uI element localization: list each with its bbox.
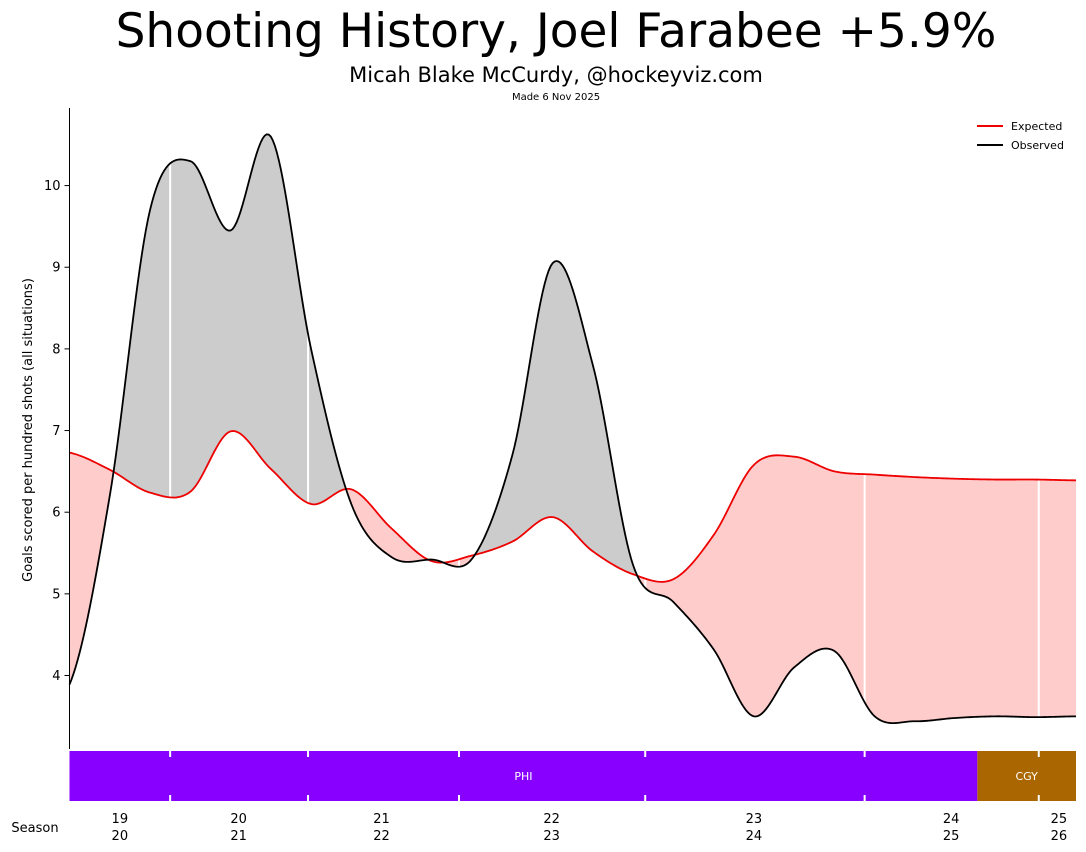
season-tick-top-3: 22 [543, 812, 560, 827]
y-tick-label-8: 8 [52, 342, 60, 357]
y-tick-label-6: 6 [52, 506, 60, 521]
y-tick-label-10: 10 [44, 179, 61, 194]
season-tick-bottom-3: 23 [543, 829, 560, 844]
fill-layer [69, 134, 1076, 724]
y-tick-label-7: 7 [52, 424, 60, 439]
season-tick-top-4: 23 [746, 812, 763, 827]
season-tick-top-2: 21 [373, 812, 390, 827]
expected-line [69, 430, 1077, 583]
series-lines [68, 133, 1077, 725]
season-tick-bottom-5: 25 [943, 829, 960, 844]
team-label-phi: PHI [514, 770, 532, 783]
y-tick-label-9: 9 [52, 261, 60, 276]
season-tick-top-6: 25 [1051, 812, 1068, 827]
y-tick-label-4: 4 [52, 669, 60, 684]
season-tick-top-5: 24 [943, 812, 960, 827]
observed-line [68, 133, 1077, 725]
season-tick-top-0: 19 [112, 812, 129, 827]
legend-observed-label: Observed [1011, 139, 1064, 152]
season-tick-bottom-1: 21 [230, 829, 247, 844]
season-axis: 19 20 20 21 21 22 22 23 23 24 24 25 25 26 [112, 812, 1068, 844]
made-date: Made 6 Nov 2025 [511, 92, 601, 103]
above-expected-fill-5 [474, 261, 638, 576]
season-tick-bottom-4: 24 [746, 829, 763, 844]
legend: Expected Observed [977, 120, 1064, 152]
season-dividers [169, 163, 1040, 718]
below-expected-fill-0 [69, 452, 114, 685]
season-tick-bottom-2: 22 [373, 829, 390, 844]
y-tick-label-5: 5 [52, 587, 60, 602]
above-expected-fill-1 [113, 134, 346, 505]
season-axis-label: Season [11, 821, 58, 836]
season-tick-bottom-6: 26 [1051, 829, 1068, 844]
below-expected-fill-6 [637, 455, 1076, 724]
y-axis: 4 5 6 7 8 9 10 [44, 179, 70, 684]
team-segment-phi [69, 751, 978, 801]
team-band: PHI CGY [69, 751, 1076, 801]
legend-expected-label: Expected [1011, 120, 1062, 133]
chart-subtitle: Micah Blake McCurdy, @hockeyviz.com [349, 63, 763, 87]
team-label-cgy: CGY [1015, 770, 1038, 783]
chart-title: Shooting History, Joel Farabee +5.9% [115, 4, 997, 59]
season-tick-top-1: 20 [230, 812, 247, 827]
y-axis-label: Goals scored per hundred shots (all situ… [21, 278, 36, 582]
team-segment-cgy [977, 751, 1076, 801]
season-tick-bottom-0: 20 [112, 829, 129, 844]
